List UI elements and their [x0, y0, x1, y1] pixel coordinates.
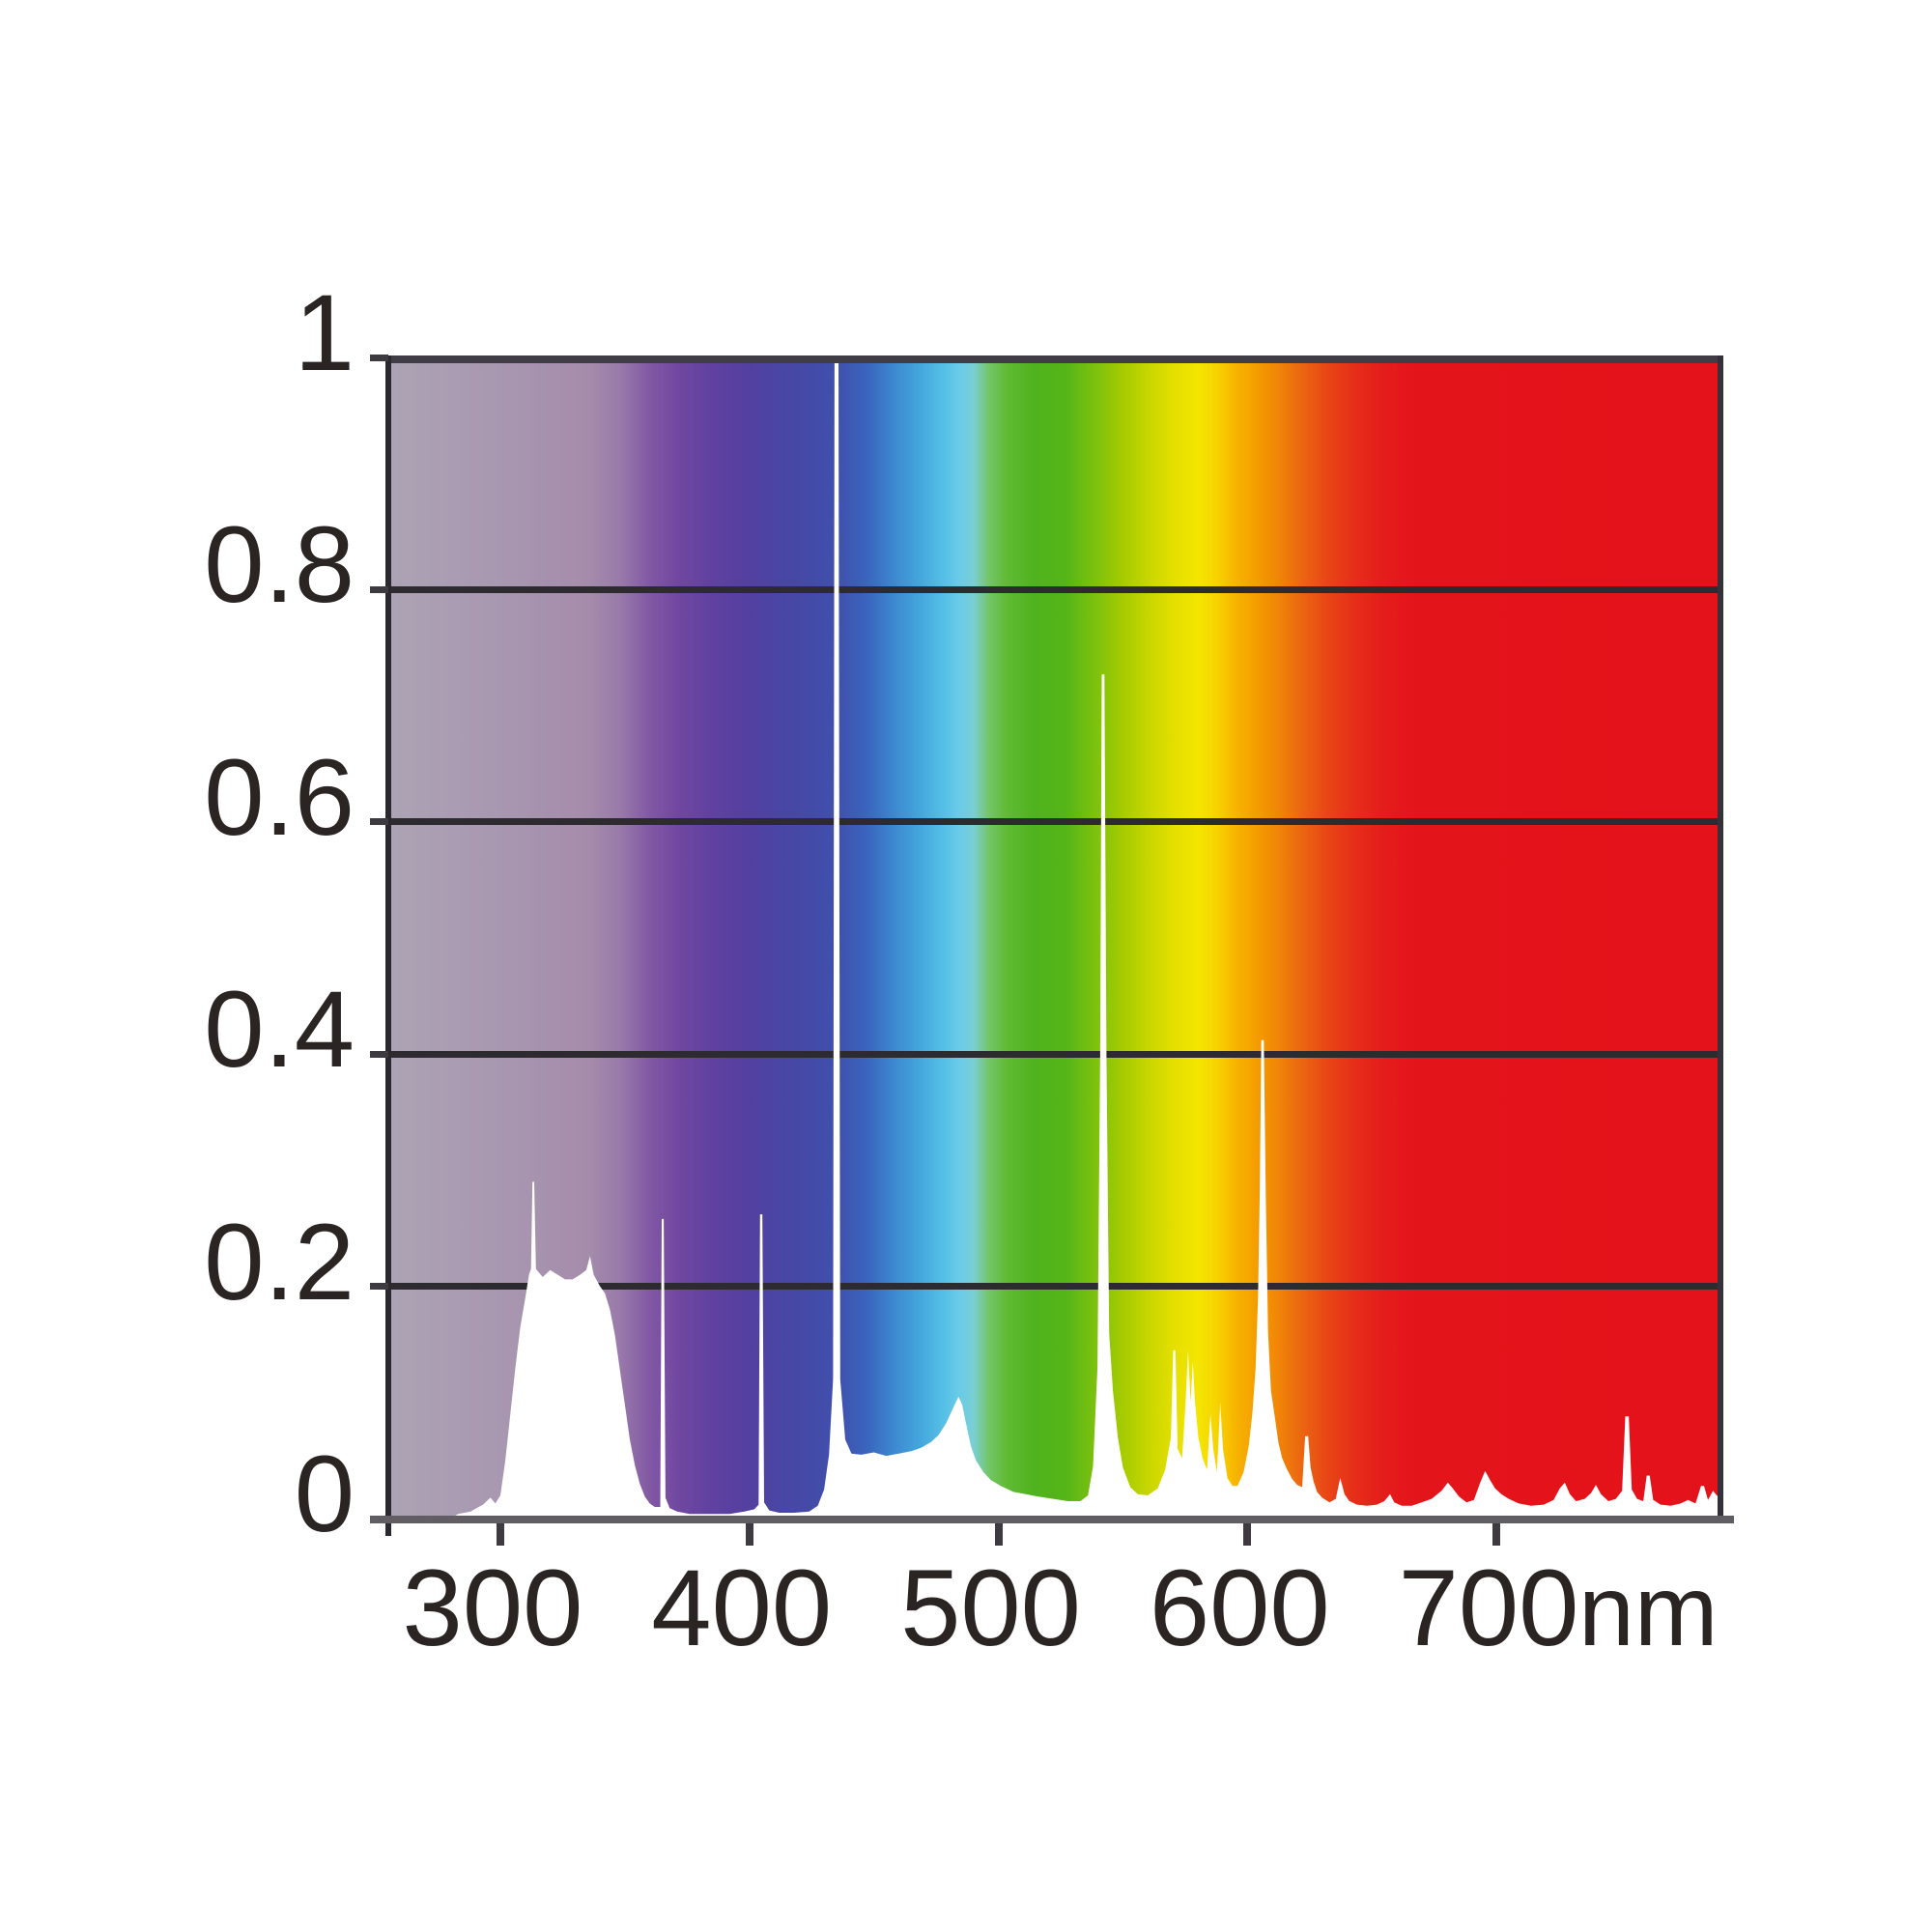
y-tick-label-0.4: 0.4	[204, 969, 355, 1091]
y-tick-label-1: 1	[294, 272, 355, 393]
spectral-curve-fill	[388, 357, 1720, 1519]
y-axis-line	[385, 355, 391, 1536]
y-tick-label-0.6: 0.6	[204, 736, 355, 858]
plot-area	[388, 357, 1720, 1519]
x-tick-mark-300	[496, 1523, 504, 1546]
x-tick-mark-700	[1492, 1523, 1501, 1546]
x-tick-label-500: 500	[900, 1548, 1081, 1668]
gridline-0.8	[388, 585, 1720, 593]
x-tick-label-600: 600	[1149, 1548, 1330, 1668]
y-tick-mark-0.6	[370, 818, 388, 826]
plot-border-right	[1718, 355, 1723, 1520]
x-axis-unit-label: nm	[1578, 1555, 1719, 1667]
y-tick-mark-1	[370, 354, 388, 361]
gridline-0.2	[388, 1283, 1720, 1291]
y-tick-label-0.8: 0.8	[204, 504, 355, 626]
x-tick-label-300: 300	[402, 1548, 583, 1668]
y-tick-label-0.2: 0.2	[204, 1201, 355, 1322]
gridline-0.4	[388, 1050, 1720, 1058]
x-tick-mark-600	[1243, 1523, 1252, 1546]
y-tick-mark-0.4	[370, 1050, 388, 1058]
plot-border-top	[385, 355, 1723, 363]
x-tick-label-700: 700	[1398, 1548, 1579, 1668]
spectral-curve	[388, 357, 1720, 1519]
x-tick-mark-400	[745, 1523, 753, 1546]
y-tick-mark-0.8	[370, 585, 388, 593]
y-tick-mark-0.2	[370, 1283, 388, 1291]
x-axis-line	[370, 1516, 1734, 1523]
x-tick-label-400: 400	[651, 1548, 833, 1668]
gridline-0.6	[388, 818, 1720, 826]
x-tick-mark-500	[994, 1523, 1003, 1546]
y-tick-label-0: 0	[294, 1434, 355, 1554]
